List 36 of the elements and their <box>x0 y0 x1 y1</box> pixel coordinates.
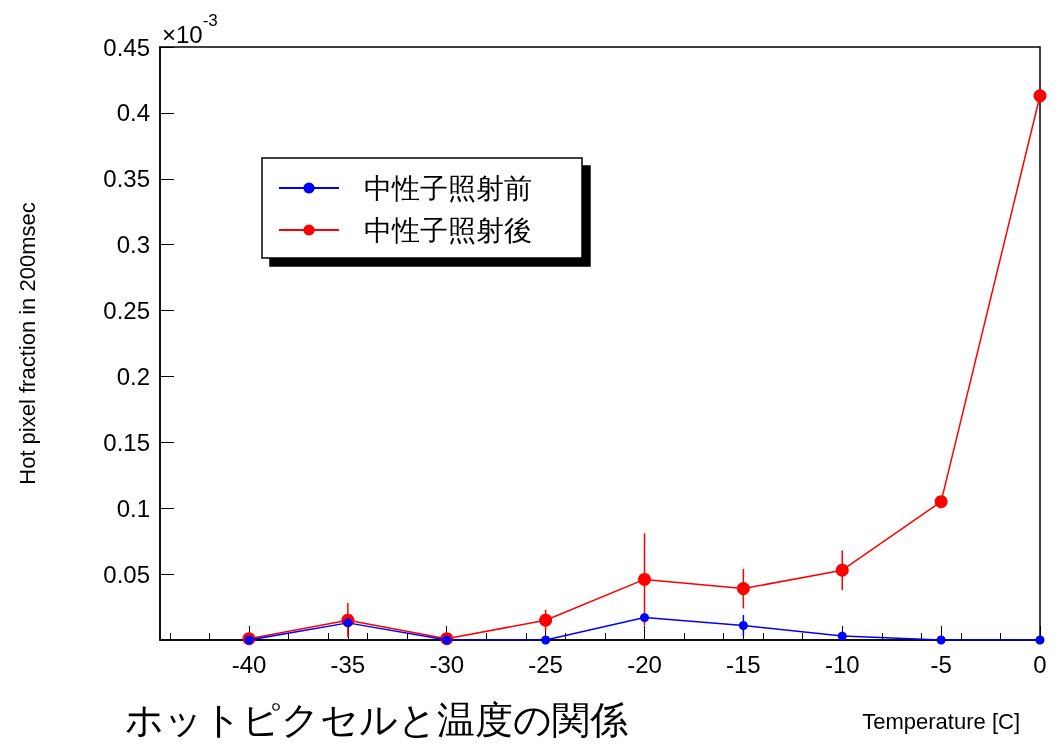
y-tick-label: 0.15 <box>103 428 150 456</box>
y-tick-label: 0.35 <box>103 165 150 193</box>
point <box>934 495 948 509</box>
x-tick-label: -20 <box>627 650 662 678</box>
point <box>343 618 353 628</box>
x-tick-label: -40 <box>231 650 267 678</box>
x-tick-label: -35 <box>330 650 366 678</box>
point <box>539 613 553 627</box>
legend-label: 中性子照射前 <box>364 172 532 204</box>
x-tick-label: 0 <box>1033 650 1047 678</box>
y-tick-label: 0.25 <box>103 297 150 325</box>
point <box>835 563 849 577</box>
y-tick-label: 0.4 <box>116 99 150 127</box>
point <box>837 631 847 641</box>
point <box>640 613 649 623</box>
y-tick-label: 0.05 <box>103 560 150 588</box>
point <box>738 621 748 630</box>
legend-label: 中性子照射後 <box>364 214 532 246</box>
point <box>1033 89 1047 103</box>
x-tick-label: -10 <box>824 650 860 678</box>
point <box>1035 635 1045 645</box>
y-axis-title: Hot pixel fraction in 200msec <box>14 202 40 485</box>
point <box>541 635 551 645</box>
text: ホットピクセルと温度の関係 <box>125 699 628 741</box>
point <box>936 635 946 645</box>
x-tick-label: -25 <box>528 650 563 678</box>
point <box>736 582 750 596</box>
x-tick-label: -15 <box>726 650 761 678</box>
y-tick-label: 0.1 <box>116 494 150 522</box>
y-tick-label: 0.2 <box>116 362 150 390</box>
y-tick-label: 0.3 <box>116 231 150 259</box>
x-tick-label: -5 <box>930 650 952 678</box>
x-axis-title: Temperature [C] <box>862 708 1020 734</box>
point <box>638 572 651 586</box>
y-tick-label: 0.45 <box>103 33 150 61</box>
x-tick-label: -30 <box>429 650 465 678</box>
